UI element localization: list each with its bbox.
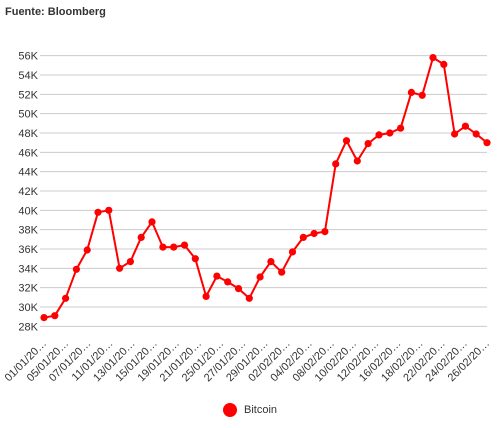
y-tick-label: 30K xyxy=(18,302,38,314)
data-point xyxy=(407,88,415,96)
y-tick-label: 44K xyxy=(18,167,38,179)
data-point xyxy=(321,228,329,236)
y-tick-label: 56K xyxy=(18,51,38,63)
data-point xyxy=(51,312,59,320)
data-point xyxy=(375,131,383,139)
y-axis: 28K 30K 32K 34K 36K 38K 40K 42K 44K 46K 48K 50K 52K 5… xyxy=(18,51,38,334)
data-point xyxy=(116,264,124,272)
data-point xyxy=(180,241,189,249)
data-point xyxy=(202,292,210,300)
y-tick-label: 42K xyxy=(18,186,38,198)
y-tick-label: 52K xyxy=(18,89,38,101)
data-point xyxy=(440,60,448,68)
data-point xyxy=(256,273,264,281)
data-point xyxy=(148,218,156,226)
data-point xyxy=(429,54,437,62)
data-point xyxy=(62,294,70,302)
data-point xyxy=(386,129,394,137)
x-axis: 01/01/20…05/01/20…07/01/20…11/01/20…13/0… xyxy=(3,338,493,385)
data-point xyxy=(170,243,178,251)
data-point xyxy=(213,272,221,280)
data-point xyxy=(461,122,469,130)
data-point xyxy=(40,314,48,322)
y-tick-label: 38K xyxy=(18,225,38,237)
data-point xyxy=(234,285,243,293)
y-tick-label: 32K xyxy=(18,283,38,295)
data-point xyxy=(137,233,145,241)
data-point xyxy=(299,233,307,241)
data-point xyxy=(451,130,459,138)
data-point xyxy=(72,265,80,273)
series-bitcoin xyxy=(40,54,491,322)
data-point xyxy=(224,278,232,286)
legend-swatch xyxy=(222,403,237,417)
data-point xyxy=(310,229,318,238)
data-point xyxy=(159,243,167,251)
data-point xyxy=(342,137,351,145)
data-point xyxy=(105,206,113,214)
data-point xyxy=(126,258,134,266)
y-tick-label: 40K xyxy=(18,205,38,217)
y-tick-label: 54K xyxy=(18,70,38,82)
data-point xyxy=(332,160,340,168)
data-point xyxy=(288,248,297,256)
data-point xyxy=(353,157,361,165)
y-tick-label: 36K xyxy=(18,244,38,256)
y-tick-label: 50K xyxy=(18,109,38,121)
data-point xyxy=(472,130,480,138)
y-tick-label: 48K xyxy=(18,128,38,140)
data-point xyxy=(278,268,286,276)
legend-item-bitcoin[interactable]: Bitcoin xyxy=(222,403,278,417)
legend: Bitcoin xyxy=(0,403,500,420)
legend-label: Bitcoin xyxy=(243,404,278,416)
data-point xyxy=(483,139,491,147)
y-tick-label: 46K xyxy=(18,147,38,159)
data-point xyxy=(418,91,426,99)
data-point xyxy=(397,124,405,132)
data-point xyxy=(245,294,253,302)
data-point xyxy=(267,258,275,266)
data-point xyxy=(83,246,91,254)
data-point xyxy=(364,140,372,148)
source-note: Fuente: Bloomberg xyxy=(5,6,106,18)
grid-lines xyxy=(40,55,487,327)
y-tick-label: 28K xyxy=(18,321,38,333)
y-tick-label: 34K xyxy=(18,263,38,275)
data-point xyxy=(191,255,199,263)
data-point xyxy=(94,208,102,216)
